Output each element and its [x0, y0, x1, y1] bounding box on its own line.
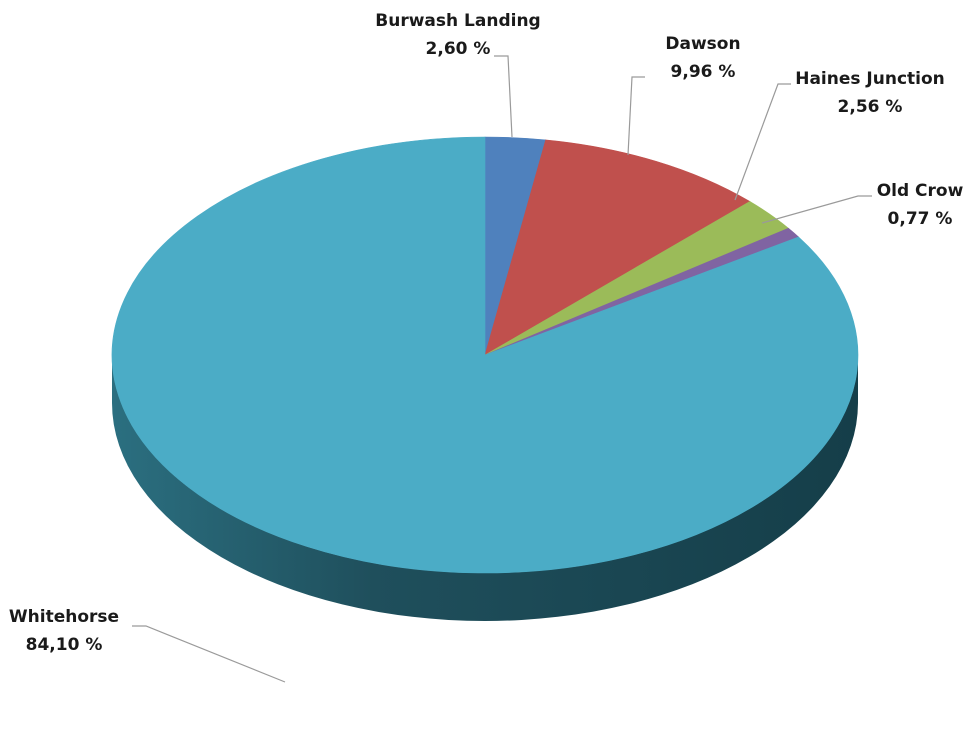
slice-labels: Burwash Landing 2,60 % Dawson 9,96 % Haines …	[9, 11, 964, 655]
slice-label-haines-junction: Haines Junction	[795, 69, 945, 89]
leader-line-old-crow	[761, 195, 872, 224]
pie-slice-whitehorse	[111, 136, 859, 574]
leader-lines	[132, 55, 872, 683]
slice-label-dawson: Dawson	[665, 34, 740, 54]
slice-value-whitehorse: 84,10 %	[26, 635, 103, 655]
slice-value-dawson: 9,96 %	[671, 62, 736, 82]
slice-label-whitehorse: Whitehorse	[9, 607, 119, 627]
pie-depth	[112, 355, 858, 621]
leader-line-haines-junction	[734, 83, 791, 201]
slice-label-burwash-landing: Burwash Landing	[375, 11, 540, 31]
slice-value-burwash-landing: 2,60 %	[426, 39, 491, 59]
slice-value-haines-junction: 2,56 %	[838, 97, 903, 117]
pie-side-wall	[112, 355, 858, 621]
slice-value-old-crow: 0,77 %	[888, 209, 953, 229]
pie-slices	[111, 136, 859, 574]
leader-line-dawson	[627, 76, 645, 156]
slice-label-old-crow: Old Crow	[877, 181, 964, 201]
leader-line-whitehorse	[132, 625, 286, 683]
leader-line-burwash-landing	[494, 55, 513, 138]
